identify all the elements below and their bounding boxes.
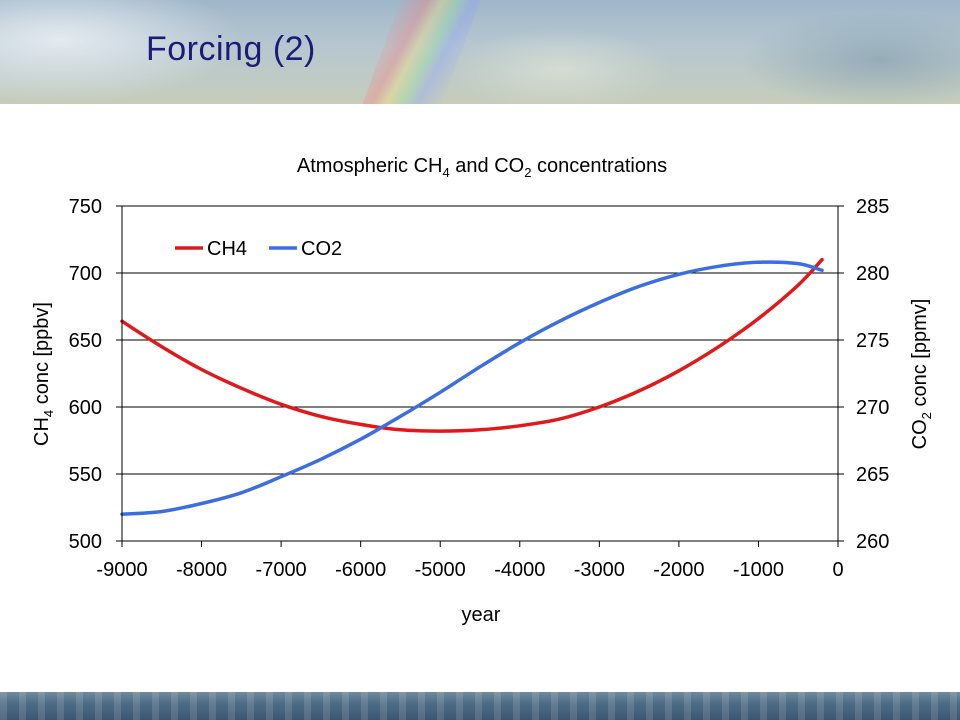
legend-label-ch4: CH4 (207, 238, 247, 260)
x-axis-ticks: -9000 -8000 -7000 -6000 -5000 -4000 -3000 -2000… (96, 541, 844, 581)
x-tick-label: 0 (832, 559, 843, 581)
gridlines (122, 272, 838, 475)
y-right-tick-label: 265 (856, 464, 889, 486)
x-tick-label: -6000 (335, 559, 386, 581)
y-left-tick-label: 550 (69, 464, 102, 486)
y-left-tick-label: 600 (69, 397, 102, 419)
plot-area (121, 205, 839, 542)
legend: CH4 CO2 (175, 238, 342, 260)
series-line-co2 (120, 260, 824, 516)
y-right-tick-label: 260 (856, 531, 889, 553)
x-tick-label: -8000 (176, 559, 227, 581)
y-axis-right-label: CO2 conc [ppmv] (909, 299, 934, 450)
x-tick-label: -3000 (574, 559, 625, 581)
y-left-tick-label: 750 (69, 196, 102, 218)
y-right-tick-label: 275 (856, 330, 889, 352)
chart-title-text: Atmospheric CH4 and CO2 concentrations (297, 155, 667, 180)
x-axis-label: year (462, 604, 501, 626)
x-tick-label: -7000 (256, 559, 307, 581)
legend-label-co2: CO2 (301, 238, 342, 260)
sea-banner-image (0, 692, 960, 720)
slide-title: Forcing (2) (146, 30, 316, 68)
series-layer (120, 257, 824, 516)
chart-title: Atmospheric CH4 and CO2 concentrations (297, 155, 667, 180)
chart: Atmospheric CH4 and CO2 concentrations -… (31, 155, 934, 626)
y-axis-left-ticks: 500 550 600 650 700 750 (69, 196, 122, 553)
sky-banner-image (0, 0, 960, 104)
y-left-tick-label: 650 (69, 330, 102, 352)
series-line-ch4 (120, 257, 824, 433)
x-tick-label: -4000 (494, 559, 545, 581)
y-axis-right-ticks: 260 265 270 275 280 285 (838, 196, 889, 553)
y-axis-left-label: CH4 conc [ppbv] (31, 302, 56, 446)
y-right-tick-label: 270 (856, 397, 889, 419)
y-left-tick-label: 500 (69, 531, 102, 553)
x-tick-label: -2000 (653, 559, 704, 581)
y-right-tick-label: 280 (856, 263, 889, 285)
x-tick-label: -1000 (733, 559, 784, 581)
y-left-tick-label: 700 (69, 263, 102, 285)
x-tick-label: -9000 (96, 559, 147, 581)
x-tick-label: -5000 (415, 559, 466, 581)
y-right-tick-label: 285 (856, 196, 889, 218)
